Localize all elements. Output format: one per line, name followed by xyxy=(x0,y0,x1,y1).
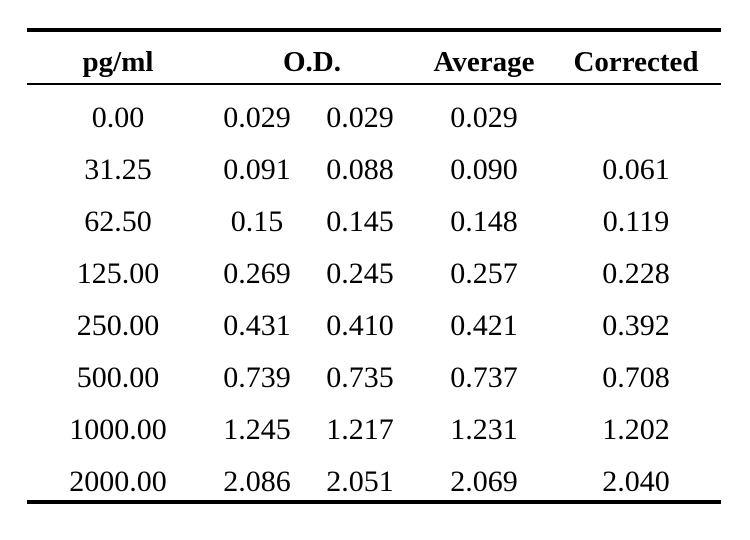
cell-average: 0.737 xyxy=(450,361,518,394)
cell-average: 1.231 xyxy=(450,413,518,446)
cell-corrected: 0.228 xyxy=(602,257,670,290)
cell-concentration: 1000.00 xyxy=(69,413,167,446)
cell-od-1: 1.245 xyxy=(223,413,291,446)
cell-od-2: 1.217 xyxy=(326,413,394,446)
top-rule xyxy=(27,28,721,32)
cell-concentration: 2000.00 xyxy=(69,465,167,498)
cell-average: 2.069 xyxy=(450,465,518,498)
cell-corrected: 0.708 xyxy=(602,361,670,394)
cell-concentration: 500.00 xyxy=(76,361,160,394)
cell-average: 0.148 xyxy=(450,205,518,238)
cell-od-2: 0.735 xyxy=(326,361,394,394)
cell-od-1: 0.431 xyxy=(223,309,291,342)
header-rule xyxy=(27,83,721,85)
cell-average: 0.257 xyxy=(450,257,518,290)
cell-corrected: 1.202 xyxy=(602,413,670,446)
header-average: Average xyxy=(433,46,535,78)
cell-od-1: 0.15 xyxy=(230,205,284,238)
cell-average: 0.090 xyxy=(450,153,518,186)
cell-od-2: 0.029 xyxy=(326,101,394,134)
cell-average: 0.421 xyxy=(450,309,518,342)
cell-corrected: 0.119 xyxy=(602,205,670,238)
header-pg-ml: pg/ml xyxy=(82,46,154,78)
cell-corrected: 0.061 xyxy=(602,153,670,186)
cell-concentration: 250.00 xyxy=(76,309,160,342)
cell-od-1: 0.091 xyxy=(223,153,291,186)
cell-od-1: 0.739 xyxy=(223,361,291,394)
bottom-rule xyxy=(27,500,721,504)
cell-concentration: 62.50 xyxy=(84,205,152,238)
cell-corrected: 0.392 xyxy=(602,309,670,342)
cell-corrected: 2.040 xyxy=(602,465,670,498)
cell-od-1: 0.269 xyxy=(223,257,291,290)
header-od: O.D. xyxy=(283,46,341,78)
cell-od-2: 2.051 xyxy=(326,465,394,498)
cell-od-2: 0.245 xyxy=(326,257,394,290)
cell-od-1: 0.029 xyxy=(223,101,291,134)
cell-od-2: 0.088 xyxy=(326,153,394,186)
cell-concentration: 125.00 xyxy=(76,257,160,290)
cell-concentration: 31.25 xyxy=(84,153,152,186)
cell-od-2: 0.410 xyxy=(326,309,394,342)
cell-concentration: 0.00 xyxy=(91,101,145,134)
cell-average: 0.029 xyxy=(450,101,518,134)
cell-od-2: 0.145 xyxy=(326,205,394,238)
cell-od-1: 2.086 xyxy=(223,465,291,498)
header-corrected: Corrected xyxy=(573,46,699,78)
